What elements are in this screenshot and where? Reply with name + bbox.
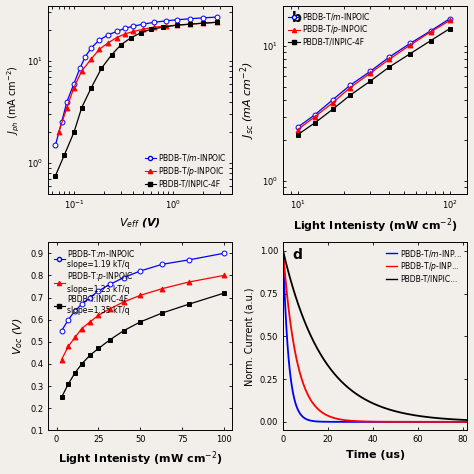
Text: b: b [292, 11, 302, 25]
Legend: PBDB-T/$m$-INPOIC, PBDB-T/$p$-INPOIC, PBDB-T/INPIC-4F: PBDB-T/$m$-INPOIC, PBDB-T/$p$-INPOIC, PB… [287, 9, 373, 48]
Y-axis label: Norm. Current (a.u.): Norm. Current (a.u.) [244, 287, 254, 385]
X-axis label: Time (us): Time (us) [346, 450, 405, 460]
Y-axis label: $V_{oc}$ (V): $V_{oc}$ (V) [11, 318, 25, 355]
Text: d: d [292, 248, 302, 262]
Legend: PBDB-T/$m$-INPOIC, PBDB-T/$p$-INPOIC, PBDB-T/INPIC-4F: PBDB-T/$m$-INPOIC, PBDB-T/$p$-INPOIC, PB… [143, 151, 228, 190]
X-axis label: Light Intenisty (mW cm$^{-2}$): Light Intenisty (mW cm$^{-2}$) [293, 217, 457, 235]
Legend: PBDB-T/$m$-INP..., PBDB-T/$p$-INP..., PBDB-T/INPIC...: PBDB-T/$m$-INP..., PBDB-T/$p$-INP..., PB… [384, 246, 464, 285]
X-axis label: Light Intenisty (mW cm$^{-2}$): Light Intenisty (mW cm$^{-2}$) [58, 450, 223, 468]
Legend: PBDB-T:$m$-INPOIC
slope=1.19 kT/q, PBDB-T:$p$-INPOIC
slope=1.23 kT/q, PBDB-T:INP: PBDB-T:$m$-INPOIC slope=1.19 kT/q, PBDB-… [52, 246, 137, 316]
Y-axis label: $J_{sc}$ (mA cm$^{-2}$): $J_{sc}$ (mA cm$^{-2}$) [238, 61, 256, 138]
Y-axis label: $J_{ph}$ (mA cm$^{-2}$): $J_{ph}$ (mA cm$^{-2}$) [6, 65, 22, 135]
X-axis label: $V_{eff}$ (V): $V_{eff}$ (V) [119, 217, 161, 230]
